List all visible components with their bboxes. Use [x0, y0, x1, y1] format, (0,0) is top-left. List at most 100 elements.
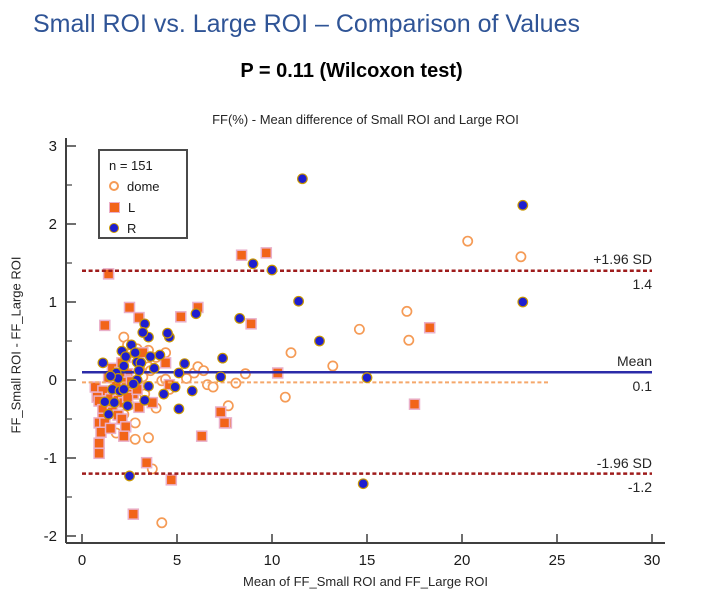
data-point-dome [403, 334, 415, 346]
data-point-dome [515, 251, 527, 263]
mean-line-label: Mean [616, 353, 652, 369]
data-point-R [158, 388, 170, 400]
data-point-dome [353, 323, 365, 335]
x-axis-label: Mean of FF_Small ROI and FF_Large ROI [243, 574, 488, 589]
data-point-L [123, 301, 136, 314]
data-point-R [105, 370, 116, 382]
y-tick-label: 0 [49, 372, 57, 389]
data-point-dome [207, 381, 219, 393]
lower-loa-label: -1.96 SD [596, 455, 652, 471]
data-point-R [97, 357, 109, 369]
data-point-L [175, 311, 187, 323]
y-tick-label: -2 [44, 528, 57, 545]
data-point-L [95, 426, 107, 439]
data-point-dome [143, 432, 154, 444]
data-point-R [517, 296, 529, 308]
x-tick-label: 0 [78, 552, 86, 569]
data-point-dome [327, 360, 339, 372]
data-point-L [245, 318, 257, 330]
data-point-L [218, 417, 231, 429]
legend-item-R: R [109, 219, 186, 237]
legend-item-label: L [128, 199, 136, 215]
data-point-L [140, 456, 153, 469]
data-point-R [293, 295, 305, 307]
data-point-R [247, 258, 259, 270]
data-point-R [108, 397, 120, 409]
data-point-R [144, 351, 156, 363]
data-point-L [93, 437, 105, 449]
data-point-L [195, 430, 208, 442]
data-point-dome [129, 417, 141, 429]
data-point-L [423, 321, 436, 334]
data-point-R [154, 349, 166, 361]
y-tick-label: 1 [49, 294, 57, 311]
data-point-R [162, 327, 173, 339]
x-tick-label: 10 [264, 552, 281, 569]
data-point-R [217, 352, 229, 364]
data-point-dome [129, 433, 141, 445]
data-point-L [408, 398, 421, 410]
data-point-R [139, 318, 151, 330]
legend-item-label: R [127, 220, 137, 236]
data-point-R [169, 381, 181, 393]
data-point-dome [285, 347, 297, 359]
data-point-R [179, 358, 191, 370]
data-point-R [129, 347, 141, 359]
x-tick-label: 20 [454, 552, 471, 569]
legend-item-dome: dome [109, 177, 186, 195]
data-point-L [159, 357, 172, 369]
page-title: Small ROI vs. Large ROI – Comparison of … [33, 10, 580, 38]
legend-n-row: n = 151 [109, 156, 186, 174]
data-point-dome [462, 235, 474, 247]
data-point-R [314, 335, 325, 347]
data-point-R [215, 371, 227, 383]
x-tick-label: 5 [173, 552, 181, 569]
data-point-R [517, 199, 529, 211]
data-point-R [118, 360, 130, 372]
legend-box: n = 151 dome L R [98, 149, 188, 239]
data-point-R [133, 365, 145, 377]
data-point-dome [279, 391, 291, 403]
dome-marker-icon [109, 181, 119, 191]
data-point-dome [181, 372, 192, 384]
data-point-R [118, 383, 130, 395]
data-point-dome [401, 305, 413, 317]
x-tick-label: 25 [549, 552, 566, 569]
mean-line-value: 0.1 [632, 378, 652, 394]
data-point-R [190, 308, 202, 320]
data-point-L [235, 249, 248, 261]
lower-loa-value: -1.2 [627, 479, 652, 495]
chart-title: FF(%) - Mean difference of Small ROI and… [212, 112, 519, 127]
upper-loa-value: 1.4 [632, 276, 652, 292]
data-point-dome [156, 517, 168, 529]
data-point-R [122, 400, 133, 412]
data-point-R [148, 362, 160, 374]
data-point-R [297, 173, 308, 185]
legend-item-L: L [109, 198, 186, 216]
data-point-R [127, 378, 139, 390]
data-point-R [186, 385, 198, 397]
data-point-R [234, 312, 246, 324]
data-point-L [133, 401, 145, 414]
y-tick-label: 2 [49, 216, 57, 233]
x-tick-label: 15 [359, 552, 376, 569]
data-point-R [357, 478, 369, 490]
data-point-R [173, 403, 185, 415]
data-point-dome [198, 365, 210, 377]
data-point-L [133, 311, 145, 324]
data-point-L [119, 421, 132, 433]
data-point-R [266, 264, 278, 276]
data-point-R [143, 380, 154, 392]
data-point-R [137, 327, 149, 338]
data-point-L [260, 247, 273, 259]
data-point-R [99, 396, 111, 408]
data-point-L [165, 474, 178, 486]
data-point-dome [239, 368, 251, 380]
L-marker-icon [109, 201, 120, 213]
legend-item-label: dome [127, 178, 160, 194]
data-point-L [93, 447, 105, 460]
data-point-L [214, 406, 227, 418]
legend-n-label: n = 151 [109, 157, 153, 173]
